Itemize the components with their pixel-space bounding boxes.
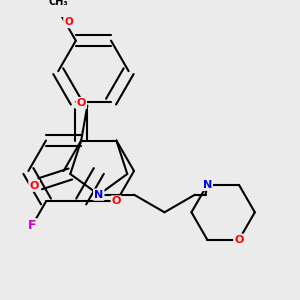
Text: O: O [112,196,121,206]
Text: N: N [94,190,104,200]
Text: O: O [234,235,244,245]
Text: CH₃: CH₃ [49,0,69,8]
Text: N: N [203,180,212,190]
Text: O: O [64,17,73,27]
Text: O: O [29,181,39,191]
Text: F: F [28,219,36,232]
Text: O: O [76,98,86,108]
